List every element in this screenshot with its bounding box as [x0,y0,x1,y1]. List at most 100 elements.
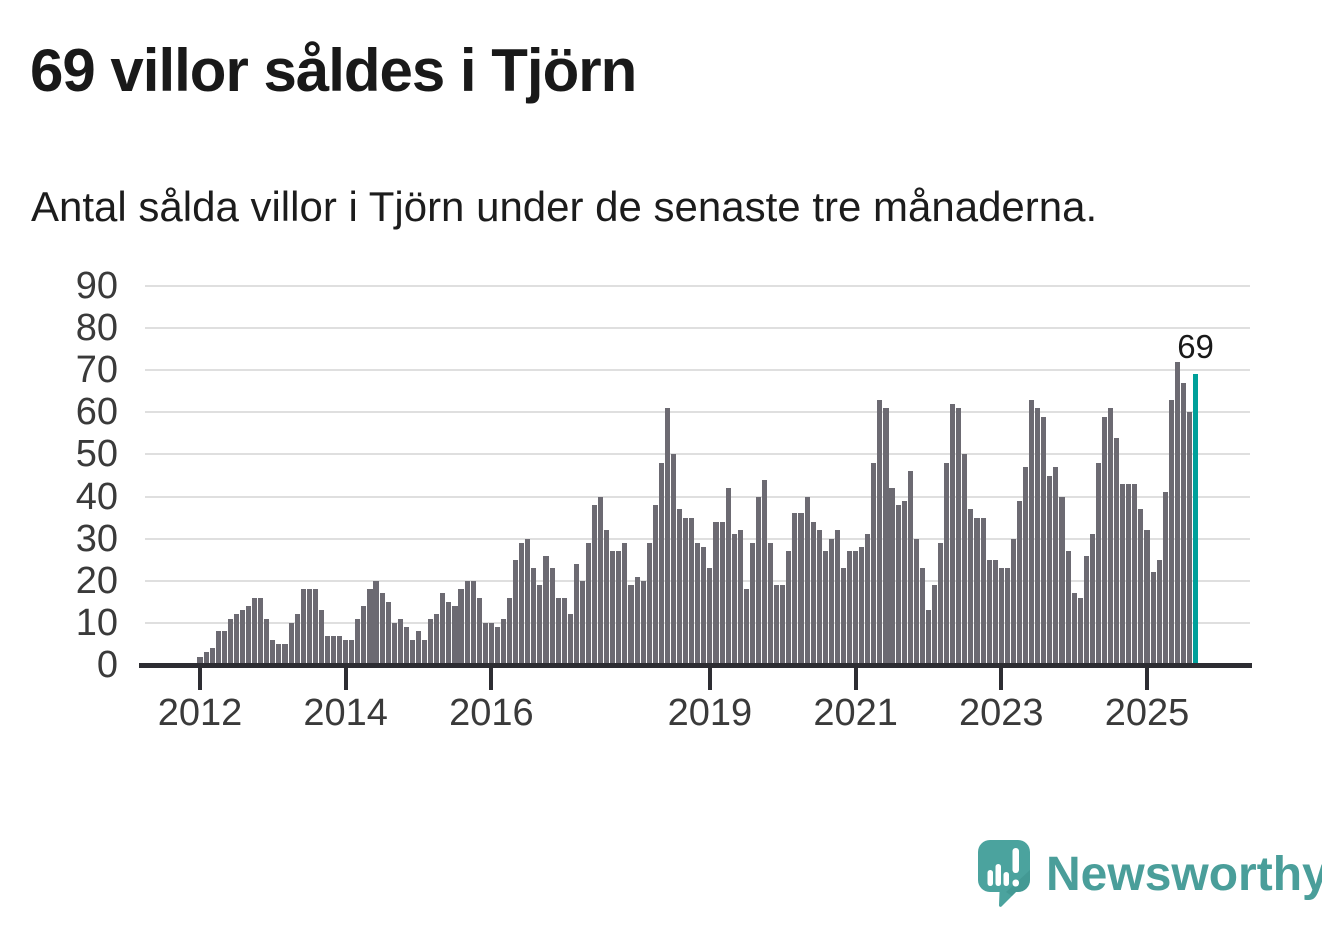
bar [446,601,452,665]
bar [980,517,986,665]
bar [579,580,585,665]
bar [246,606,252,665]
bar [324,635,331,665]
bar [1047,475,1053,665]
bar [1053,467,1059,665]
x-axis-tick-2019 [707,667,712,690]
bar [470,580,476,665]
y-axis-label-60: 60 [75,391,118,434]
bar [786,551,792,665]
bar [343,639,349,665]
bar [810,521,816,665]
bar [1156,559,1162,665]
bar [846,551,853,665]
bar [798,513,804,665]
bar [774,584,780,665]
gridline-90 [145,285,1250,287]
bar [658,462,664,665]
bar [913,538,919,665]
bar [464,580,470,665]
bar [598,496,604,665]
bar [422,639,428,665]
bar [1071,593,1077,665]
bar [919,568,925,665]
bar [203,652,209,665]
bar [822,551,828,665]
y-axis-label-0: 0 [96,644,118,686]
bar [616,551,622,665]
bar [762,479,768,665]
bar [282,643,288,665]
bar [221,631,227,665]
bar [1029,399,1035,665]
bar [1089,534,1095,665]
bar [331,635,337,665]
bar [288,622,294,665]
bar [585,542,592,665]
bar [197,656,203,665]
x-axis-tick-2025 [1144,667,1149,690]
y-axis-label-70: 70 [75,349,118,392]
bar [537,584,543,665]
y-axis-label-10: 10 [75,601,118,644]
bar [1150,572,1156,665]
bar [828,538,834,665]
x-axis-label-2016: 2016 [449,692,534,734]
bar [209,648,215,665]
bar [252,597,258,665]
x-axis-label-2021: 2021 [813,692,898,734]
x-axis-label-2014: 2014 [303,692,388,734]
bar [840,568,847,665]
bar [1077,597,1083,665]
bar [865,534,871,665]
bar [986,559,992,665]
bar [1035,408,1041,665]
bar [1016,500,1023,665]
y-axis-label-20: 20 [75,559,118,602]
bar [622,542,628,665]
x-axis-tick-2016 [489,667,494,690]
bar [403,627,409,665]
bar [1132,483,1138,665]
bar [507,597,513,665]
y-axis-label-40: 40 [75,475,118,518]
gridline-70 [145,369,1250,372]
bar [227,618,233,665]
bar [834,530,840,665]
bar [385,601,391,665]
bar [889,488,895,665]
bar [1108,408,1114,665]
bar [901,500,907,665]
bar [215,631,221,665]
bar [525,538,531,665]
bar [701,547,707,665]
bar [233,614,239,665]
bar [707,568,713,665]
bar [713,521,719,665]
bar [1120,483,1126,665]
bar [1138,509,1144,665]
x-axis-label-2023: 2023 [959,692,1044,734]
x-axis-tick-2014 [343,667,348,690]
bar [950,403,956,665]
bar [719,521,725,665]
bar [519,542,525,665]
bar [646,542,652,665]
bar [349,639,355,665]
bar [1186,412,1193,665]
bar [925,610,931,665]
bar [1144,530,1150,665]
bar [306,589,312,665]
bar [780,584,786,665]
bar [482,622,488,665]
bar [294,614,300,665]
bar [373,580,379,665]
bar [853,551,859,665]
bar [549,568,555,665]
bar [664,408,670,665]
gridline-40 [145,495,1250,498]
bar [513,559,519,665]
bar [367,589,373,665]
y-axis-label-30: 30 [75,517,118,560]
